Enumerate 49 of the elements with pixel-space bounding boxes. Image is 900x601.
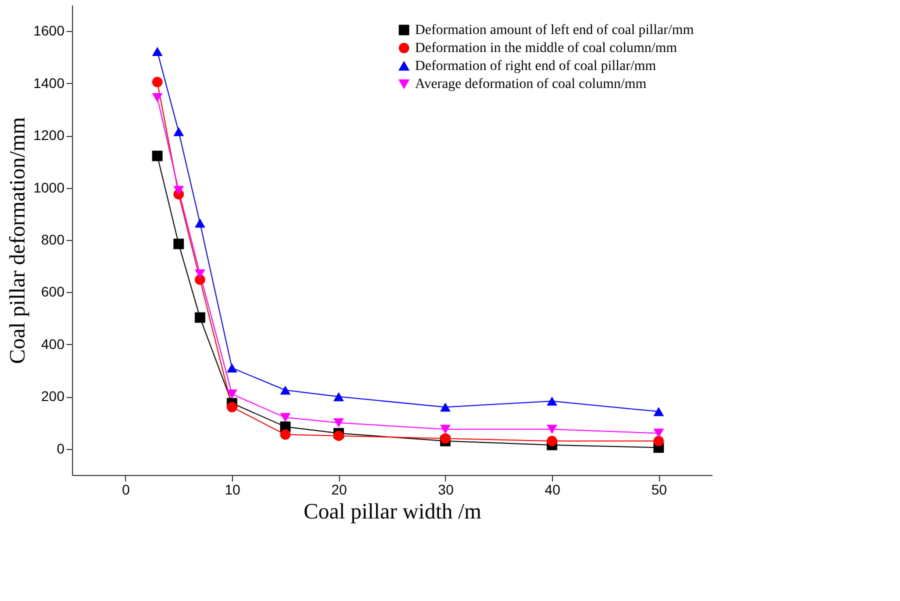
point xyxy=(546,424,558,434)
y-tick-label: 600 xyxy=(41,284,65,300)
point xyxy=(226,363,238,372)
point xyxy=(333,418,344,428)
point xyxy=(653,428,664,438)
point xyxy=(226,390,238,399)
point xyxy=(546,396,558,406)
y-tick-label: 200 xyxy=(41,388,65,404)
legend-label: Average deformation of coal column/mm xyxy=(415,77,647,92)
point xyxy=(173,127,184,136)
point xyxy=(194,218,206,228)
point xyxy=(152,93,163,102)
point xyxy=(194,269,206,278)
point xyxy=(440,424,451,434)
point xyxy=(173,186,184,195)
point xyxy=(152,150,163,162)
point xyxy=(653,436,664,446)
legend-label: Deformation amount of left end of coal pillar/mm xyxy=(415,23,694,38)
y-tick-label: 400 xyxy=(41,336,65,352)
point xyxy=(280,386,291,395)
y-tick-label: 1600 xyxy=(33,22,65,39)
y-tick-label: 1200 xyxy=(33,127,65,144)
x-tick-label: 20 xyxy=(331,482,348,498)
x-tick-label: 50 xyxy=(651,482,668,498)
x-tick-label: 0 xyxy=(122,482,130,498)
point xyxy=(280,413,291,422)
y-tick-label: 800 xyxy=(41,232,65,248)
point xyxy=(333,392,344,402)
point xyxy=(546,436,558,446)
point xyxy=(226,402,238,412)
point xyxy=(152,76,163,88)
legend-label: Deformation of right end of coal pillar/mm xyxy=(415,59,656,74)
y-tick-label: 1000 xyxy=(33,179,65,196)
point xyxy=(152,46,163,56)
y-axis-title: Coal pillar deformation/mm xyxy=(4,117,30,364)
x-axis-title: Coal pillar width /m xyxy=(304,498,482,524)
legend-label: Deformation in the middle of coal column/mm xyxy=(415,41,678,56)
point xyxy=(280,429,291,440)
point xyxy=(333,430,344,442)
point xyxy=(194,312,206,323)
point xyxy=(440,433,451,444)
y-tick-label: 1400 xyxy=(33,74,65,91)
x-tick-label: 10 xyxy=(224,482,240,498)
x-tick-label: 30 xyxy=(438,482,454,498)
point xyxy=(173,238,184,250)
x-tick-label: 40 xyxy=(544,482,560,498)
point xyxy=(653,407,664,416)
point xyxy=(440,402,451,412)
y-tick-label: 0 xyxy=(56,440,65,456)
